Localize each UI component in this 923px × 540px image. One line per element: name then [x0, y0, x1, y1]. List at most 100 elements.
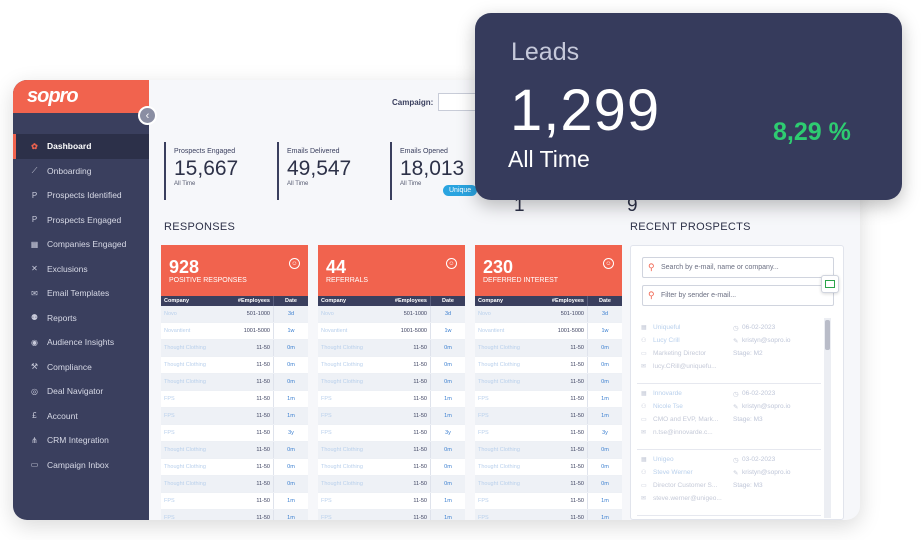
company-cell[interactable]: Thought Clothing [321, 362, 363, 368]
table-row[interactable]: Novo 501-1000 3d [318, 306, 465, 323]
company-cell[interactable]: FPS [478, 430, 489, 436]
table-row[interactable]: Thought Clothing 11-50 0m [475, 374, 622, 391]
table-row[interactable]: FPS 11-50 1m [318, 510, 465, 520]
export-grid-button[interactable] [821, 275, 839, 293]
company-cell[interactable]: FPS [478, 515, 489, 520]
table-row[interactable]: Thought Clothing 11-50 0m [161, 459, 308, 476]
table-row[interactable]: Thought Clothing 11-50 0m [475, 357, 622, 374]
table-row[interactable]: Thought Clothing 11-50 0m [161, 340, 308, 357]
sidebar-item-exclusions[interactable]: ✕ Exclusions [13, 257, 149, 282]
sidebar-item-prospects-engaged[interactable]: P Prospects Engaged [13, 208, 149, 233]
company-cell[interactable]: Thought Clothing [164, 481, 206, 487]
prospect-company[interactable]: Unigeo [653, 456, 674, 463]
table-row[interactable]: Thought Clothing 11-50 0m [318, 357, 465, 374]
company-cell[interactable]: Novantient [321, 328, 348, 334]
company-cell[interactable]: Novo [164, 311, 177, 317]
company-cell[interactable]: FPS [478, 396, 489, 402]
column-company[interactable]: Company [321, 298, 347, 304]
sidebar-item-deal-navigator[interactable]: ◎ Deal Navigator [13, 379, 149, 404]
company-cell[interactable]: Thought Clothing [164, 345, 206, 351]
sidebar-item-dashboard[interactable]: ✿ Dashboard [13, 134, 149, 159]
column-company[interactable]: Company [478, 298, 504, 304]
sidebar-item-companies-engaged[interactable]: ▦ Companies Engaged [13, 232, 149, 257]
sidebar-item-crm-integration[interactable]: ⋔ CRM Integration [13, 428, 149, 453]
prospect-item[interactable]: ▦ Unigeo ◷ 03-02-2023 ⚇ Steve Werner ✎ kristyn@… [637, 450, 821, 516]
company-cell[interactable]: Novo [478, 311, 491, 317]
company-cell[interactable]: Thought Clothing [321, 464, 363, 470]
company-cell[interactable]: FPS [164, 430, 175, 436]
company-cell[interactable]: Thought Clothing [164, 362, 206, 368]
prospect-item[interactable]: ▦ Innovarde ◷ 06-02-2023 ⚇ Nicole Tse ✎ kristyn… [637, 384, 821, 450]
company-cell[interactable]: Novo [321, 311, 334, 317]
table-row[interactable]: FPS 11-50 3y [318, 425, 465, 442]
table-row[interactable]: FPS 11-50 1m [318, 408, 465, 425]
column-date[interactable]: Date [273, 296, 308, 306]
company-cell[interactable]: Novantient [478, 328, 505, 334]
sender-filter-input[interactable]: ⚲ Filter by sender e-mail... [642, 285, 834, 306]
company-cell[interactable]: FPS [321, 515, 332, 520]
table-row[interactable]: Thought Clothing 11-50 0m [318, 374, 465, 391]
prospect-company[interactable]: Uniqueful [653, 324, 681, 331]
company-cell[interactable]: FPS [164, 498, 175, 504]
table-row[interactable]: Thought Clothing 11-50 0m [475, 476, 622, 493]
table-row[interactable]: FPS 11-50 1m [161, 510, 308, 520]
table-row[interactable]: FPS 11-50 1m [161, 408, 308, 425]
column-employees[interactable]: #Employees [551, 298, 584, 304]
scrollbar-thumb[interactable] [825, 320, 830, 350]
company-cell[interactable]: FPS [321, 430, 332, 436]
table-row[interactable]: FPS 11-50 1m [318, 391, 465, 408]
table-row[interactable]: Thought Clothing 11-50 0m [475, 340, 622, 357]
table-row[interactable]: Thought Clothing 11-50 0m [161, 476, 308, 493]
sidebar-item-reports[interactable]: ⚉ Reports [13, 306, 149, 331]
table-row[interactable]: Novantient 1001-5000 1w [475, 323, 622, 340]
table-row[interactable]: FPS 11-50 3y [161, 425, 308, 442]
company-cell[interactable]: FPS [321, 498, 332, 504]
sidebar-item-account[interactable]: £ Account [13, 404, 149, 429]
table-row[interactable]: FPS 11-50 3y [475, 425, 622, 442]
table-row[interactable]: Thought Clothing 11-50 0m [318, 459, 465, 476]
company-cell[interactable]: Thought Clothing [321, 379, 363, 385]
sopro-logo[interactable]: sopro [27, 85, 79, 107]
column-company[interactable]: Company [164, 298, 190, 304]
prospect-search-input[interactable]: ⚲ Search by e-mail, name or company... [642, 257, 834, 278]
table-row[interactable]: Thought Clothing 11-50 0m [161, 374, 308, 391]
prospect-item[interactable]: ▦ Uniqueful ◷ 06-02-2023 ⚇ Lucy Crill ✎ kristyn… [637, 318, 821, 384]
column-date[interactable]: Date [587, 296, 622, 306]
sidebar-item-email-templates[interactable]: ✉ Email Templates [13, 281, 149, 306]
company-cell[interactable]: FPS [478, 498, 489, 504]
sidebar-item-audience-insights[interactable]: ◉ Audience Insights [13, 330, 149, 355]
company-cell[interactable]: Thought Clothing [321, 345, 363, 351]
company-cell[interactable]: Thought Clothing [164, 447, 206, 453]
table-row[interactable]: Novo 501-1000 3d [475, 306, 622, 323]
table-row[interactable]: Novantient 1001-5000 1w [161, 323, 308, 340]
company-cell[interactable]: Thought Clothing [478, 481, 520, 487]
company-cell[interactable]: Thought Clothing [478, 362, 520, 368]
company-cell[interactable]: Thought Clothing [321, 481, 363, 487]
scrollbar[interactable] [824, 318, 831, 518]
column-employees[interactable]: #Employees [237, 298, 270, 304]
sidebar-item-onboarding[interactable]: ⟋ Onboarding [13, 159, 149, 184]
table-row[interactable]: Thought Clothing 11-50 0m [161, 442, 308, 459]
company-cell[interactable]: Novantient [164, 328, 191, 334]
company-cell[interactable]: Thought Clothing [164, 379, 206, 385]
table-row[interactable]: Thought Clothing 11-50 0m [161, 357, 308, 374]
company-cell[interactable]: FPS [164, 413, 175, 419]
company-cell[interactable]: Thought Clothing [478, 379, 520, 385]
table-row[interactable]: FPS 11-50 1m [475, 408, 622, 425]
collapse-sidebar-button[interactable]: ‹ [138, 106, 157, 125]
table-row[interactable]: FPS 11-50 1m [161, 391, 308, 408]
company-cell[interactable]: FPS [321, 413, 332, 419]
column-employees[interactable]: #Employees [394, 298, 427, 304]
table-row[interactable]: FPS 11-50 1m [318, 493, 465, 510]
unique-toggle[interactable]: Unique [443, 185, 478, 196]
table-row[interactable]: Novo 501-1000 3d [161, 306, 308, 323]
company-cell[interactable]: Thought Clothing [478, 447, 520, 453]
sidebar-item-compliance[interactable]: ⚒ Compliance [13, 355, 149, 380]
sidebar-item-campaign-inbox[interactable]: ▭ Campaign Inbox [13, 453, 149, 478]
sidebar-item-prospects-identified[interactable]: P Prospects Identified [13, 183, 149, 208]
company-cell[interactable]: FPS [164, 396, 175, 402]
company-cell[interactable]: FPS [478, 413, 489, 419]
prospect-company[interactable]: Innovarde [653, 390, 682, 397]
table-row[interactable]: FPS 11-50 1m [475, 510, 622, 520]
company-cell[interactable]: Thought Clothing [478, 345, 520, 351]
